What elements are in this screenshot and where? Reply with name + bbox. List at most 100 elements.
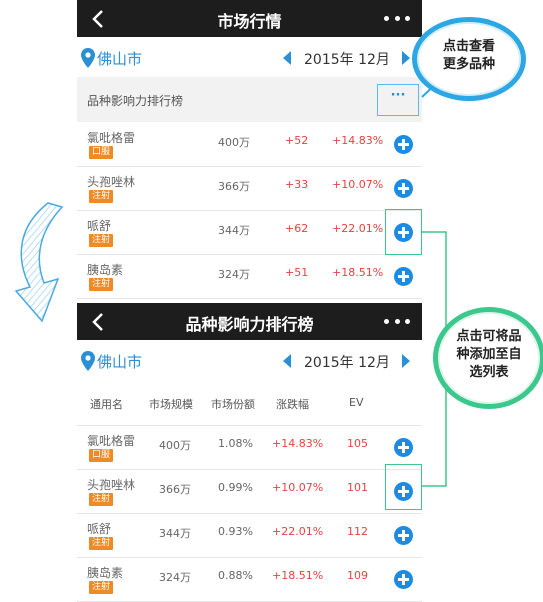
top-bar: 市场行情 [77,0,422,37]
market-share: 0.93% [218,525,253,538]
table-row[interactable]: 胰岛素 注射 324万 +51 +18.51% [77,255,422,299]
page-title: 品种影响力排行榜 [185,315,314,334]
change-percent: +14.83% [272,437,324,450]
route-badge: 注射 [89,581,114,594]
top-bar: 品种影响力排行榜 [77,303,422,340]
market-share: 0.99% [218,481,253,494]
route-badge: 口服 [89,146,114,159]
location-pin-icon [81,351,95,371]
change-value: +33 [285,178,309,191]
callout-line: 选列表 [469,365,509,380]
table-row[interactable]: 哌舒 注射 344万 0.93% +22.01% 112 [77,514,422,558]
route-badge: 口服 [89,449,114,462]
market-size: 366万 [159,483,191,496]
table-header: 通用名 市场规模 市场份额 涨跌幅 EV [77,381,422,426]
city-selector[interactable]: 佛山市 [97,353,143,371]
highlight-box [385,464,422,510]
market-size: 344万 [159,527,191,540]
table-row[interactable]: 氯吡格雷 口服 400万 1.08% +14.83% 105 [77,426,422,470]
market-size: 344万 [218,224,250,237]
period-label: 2015年 12月 [304,52,390,68]
section-title: 品种影响力排行榜 [87,94,184,108]
ranking-screen: 品种影响力排行榜 佛山市 2015年 12月 通用名 市场规模 市场份额 涨跌幅… [77,303,422,602]
add-plus-icon[interactable] [394,135,413,154]
callout-line: 点击查看 [442,39,495,54]
drug-name: 头孢唑林 [87,175,136,189]
change-value: +52 [285,134,309,147]
change-percent: +18.51% [332,266,384,279]
ev-value: 109 [347,569,368,582]
add-plus-icon[interactable] [394,267,413,286]
ev-value: 112 [347,525,368,538]
city-period-bar: 佛山市 2015年 12月 [77,38,422,76]
route-badge: 注射 [89,493,114,506]
add-plus-icon[interactable] [394,570,413,589]
table-row[interactable]: 哌舒 注射 344万 +62 +22.01% [77,211,422,255]
change-percent: +14.83% [332,134,384,147]
period-label: 2015年 12月 [304,355,390,371]
market-size: 366万 [218,180,250,193]
location-pin-icon [81,48,95,68]
change-value: +62 [285,222,309,235]
drug-name: 头孢唑林 [87,478,136,492]
drug-name: 哌舒 [87,219,112,233]
market-size: 324万 [218,268,250,281]
market-size: 324万 [159,571,191,584]
change-percent: +18.51% [272,569,324,582]
highlight-box [385,209,422,255]
back-arrow-icon[interactable] [87,7,111,31]
add-to-watchlist-callout: 点击可将品 种添加至自 选列表 [433,307,543,409]
table-row[interactable]: 氯吡格雷 口服 400万 +52 +14.83% [77,123,422,167]
route-badge: 注射 [89,537,114,550]
more-varieties-callout: 点击查看 更多品种 [412,17,526,101]
add-plus-icon[interactable] [394,526,413,545]
callout-line: 更多品种 [442,57,495,72]
add-plus-icon[interactable] [394,223,413,242]
add-plus-icon[interactable] [394,179,413,198]
change-percent: +10.07% [272,481,324,494]
market-share: 0.88% [218,569,253,582]
change-percent: +10.07% [332,178,384,191]
ev-value: 105 [347,437,368,450]
callout-line: 种添加至自 [456,347,522,362]
prev-period-icon[interactable] [283,51,291,65]
route-badge: 注射 [89,234,114,247]
next-period-icon[interactable] [402,354,410,368]
more-menu-icon[interactable] [384,311,410,331]
change-percent: +22.01% [332,222,384,235]
table-row[interactable]: 胰岛素 注射 324万 0.88% +18.51% 109 [77,558,422,602]
drug-name: 氯吡格雷 [87,131,136,145]
city-period-bar: 佛山市 2015年 12月 [77,341,422,379]
more-menu-icon[interactable] [384,8,410,28]
drug-name: 胰岛素 [87,566,124,580]
city-selector[interactable]: 佛山市 [97,50,143,68]
drug-name: 胰岛素 [87,263,124,277]
market-size: 400万 [218,136,250,149]
market-size: 400万 [159,439,191,452]
page-title: 市场行情 [217,12,282,31]
prev-period-icon[interactable] [283,354,291,368]
next-period-icon[interactable] [402,51,410,65]
table-row[interactable]: 头孢唑林 注射 366万 +33 +10.07% [77,167,422,211]
back-arrow-icon[interactable] [87,310,111,334]
table-row[interactable]: 头孢唑林 注射 366万 0.99% +10.07% 101 [77,470,422,514]
header-generic-name: 通用名 [90,398,123,411]
change-percent: +22.01% [272,525,324,538]
market-share: 1.08% [218,437,253,450]
header-market-share: 市场份额 [211,398,255,411]
drug-name: 哌舒 [87,522,112,536]
more-varieties-button[interactable]: ··· [377,84,419,116]
add-plus-icon[interactable] [394,438,413,457]
market-screen: 市场行情 佛山市 2015年 12月 品种影响力排行榜 ··· 氯吡格雷 口服 … [77,0,422,299]
change-value: +51 [285,266,309,279]
ranking-section-header: 品种影响力排行榜 ··· [77,77,422,122]
header-market-size: 市场规模 [149,398,193,411]
route-badge: 注射 [89,190,114,203]
header-ev: EV [349,396,364,409]
add-plus-icon[interactable] [394,482,413,501]
drug-name: 氯吡格雷 [87,434,136,448]
callout-line: 点击可将品 [456,329,522,344]
curved-arrow-icon [14,202,64,323]
ev-value: 101 [347,481,368,494]
route-badge: 注射 [89,278,114,291]
